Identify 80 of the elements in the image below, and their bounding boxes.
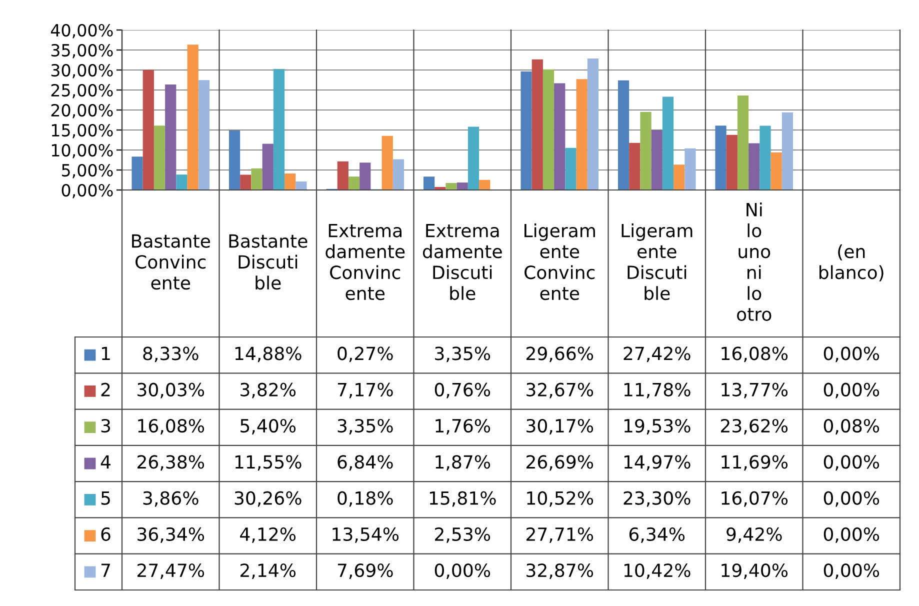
data-label: 15,81% [430,491,496,507]
data-label: 7,17% [338,382,393,398]
legend-label: 4 [100,455,110,468]
data-label: 27,71% [526,527,594,543]
data-label: 19,40% [722,564,788,580]
data-label: 11,55% [235,455,302,471]
data-label: 8,33% [143,346,198,362]
data-label: 2,53% [435,527,490,543]
data-label: 16,08% [138,418,204,434]
y-tick-label: 0,00% [62,184,113,198]
data-label: 32,87% [526,564,594,580]
y-tick-label: 15,00% [52,124,113,138]
legend-label: 2 [101,382,110,396]
data-label: 0,00% [824,491,880,507]
data-label: 13,54% [332,527,399,543]
data-label: 30,03% [138,382,204,398]
y-tick-label: 40,00% [50,24,113,38]
data-label: 23,30% [624,491,690,507]
data-label: 1,76% [436,418,490,434]
y-tick-label: 10,00% [52,144,113,158]
x-tick-label: Ni lo uno ni lo otro [737,202,772,321]
data-label: 5,40% [240,418,296,434]
data-label: 14,97% [624,455,690,471]
data-label: 27,42% [624,346,690,362]
data-label: 0,00% [434,564,490,580]
data-label: 0,00% [824,564,880,580]
data-label: 0,76% [434,382,490,398]
data-label: 2,14% [240,564,296,580]
data-label: 3,82% [240,382,296,398]
x-tick-label: (en blanco) [820,244,884,282]
data-label: 30,17% [526,418,594,434]
x-tick-label: Bastante Discutible [229,234,308,290]
data-label: 10,52% [527,491,594,507]
data-label: 0,27% [338,346,393,362]
legend-label: 5 [101,491,110,505]
data-label: 0,00% [824,455,880,471]
x-tick-label: Bastante Convincente [132,234,210,290]
data-label: 9,42% [726,527,782,543]
data-label: 32,67% [526,382,594,398]
data-label: 26,38% [138,455,204,471]
data-label: 3,86% [143,491,198,507]
data-label: 7,69% [338,564,393,580]
data-label: 0,18% [338,491,393,507]
data-label: 26,69% [526,455,594,471]
data-label: 3,35% [338,418,393,434]
y-tick-label: 20,00% [51,104,113,118]
data-label: 6,84% [338,455,393,471]
data-label: 0,08% [824,418,880,434]
data-label: 1,87% [436,455,490,471]
data-label: 30,26% [234,491,302,507]
legend-label: 1 [102,346,110,360]
data-label: 27,47% [138,564,204,580]
y-tick-label: 30,00% [51,64,113,78]
data-label: 11,78% [624,382,690,398]
legend-label: 3 [101,418,110,433]
y-tick-label: 5,00% [62,164,113,178]
data-label: 14,88% [235,346,302,362]
x-tick-label: Extremadamente Discutible [422,224,502,300]
data-label: 16,08% [722,346,788,362]
data-label: 0,00% [824,527,880,543]
legend-label: 6 [101,527,110,542]
data-label: 0,00% [824,346,880,362]
legend-label: 7 [101,564,110,577]
data-label: 13,77% [722,382,788,398]
data-label: 19,53% [624,418,690,434]
x-tick-label: Ligeramente Convincente [524,223,595,300]
data-label: 10,42% [624,564,690,580]
data-label: 4,12% [240,527,296,543]
data-label: 0,00% [824,382,880,398]
data-label: 3,35% [435,346,490,362]
data-label: 6,34% [629,527,685,543]
data-label: 11,69% [722,455,788,471]
x-tick-label: Ligeramente Discutible [622,223,692,300]
x-tick-label: Extremadamente Convincente [326,224,405,300]
y-tick-label: 35,00% [51,44,113,58]
data-label: 23,62% [721,418,788,434]
data-label: 36,34% [138,527,204,543]
data-label: 29,66% [526,346,594,362]
data-label: 16,07% [722,491,788,507]
y-tick-label: 25,00% [51,84,113,98]
